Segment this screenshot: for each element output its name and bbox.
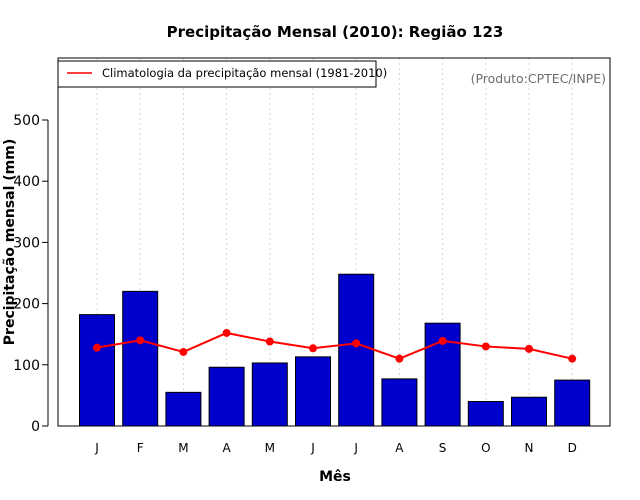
climatology-point-4 — [222, 328, 231, 337]
climatology-point-5 — [265, 337, 274, 346]
x-tick-label: J — [310, 441, 315, 455]
climatology-point-8 — [395, 354, 404, 363]
climatology-point-2 — [136, 336, 145, 345]
bar-4 — [208, 366, 245, 427]
x-tick-label: A — [222, 441, 231, 455]
bar-8 — [381, 378, 418, 427]
y-tick-label: 300 — [13, 235, 40, 251]
x-tick-label: N — [525, 441, 534, 455]
y-tick-label: 100 — [13, 358, 40, 374]
x-tick-label: D — [568, 441, 577, 455]
plot-frame — [57, 57, 611, 427]
y-axis-label: Precipitação mensal (mm) — [2, 139, 18, 345]
y-tick-label: 500 — [13, 113, 40, 129]
y-axis: 0 100 200 300 400 500 — [13, 113, 49, 435]
x-tick-label: M — [178, 441, 188, 455]
x-tick-label: O — [481, 441, 490, 455]
y-tick-label: 0 — [31, 419, 40, 435]
climatology-point-3 — [179, 347, 188, 356]
climatology-point-11 — [525, 344, 533, 353]
x-tick-label: J — [94, 441, 99, 455]
x-tick-label: A — [395, 441, 404, 455]
credit-annotation: (Produto:CPTEC/INPE) — [471, 71, 606, 86]
climatology-point-12 — [568, 354, 577, 363]
climatology-point-9 — [438, 336, 447, 345]
climatology-point-10 — [481, 342, 490, 351]
climatology-point-6 — [309, 344, 317, 353]
legend-box — [57, 60, 377, 88]
chart-title: Precipitação Mensal (2010): Região 123 — [167, 23, 504, 41]
bar-1 — [79, 314, 115, 427]
climatology-point-1 — [93, 343, 101, 352]
x-tick-label: M — [265, 441, 275, 455]
y-tick-label: 400 — [13, 174, 40, 190]
climatology-point-7 — [352, 339, 361, 348]
bar-6 — [295, 356, 331, 427]
x-tick-label: S — [439, 441, 447, 455]
x-tick-label: F — [137, 441, 144, 455]
x-axis-label: Mês — [319, 469, 351, 485]
bar-10 — [467, 401, 504, 427]
y-tick-label: 200 — [13, 297, 40, 313]
bar-2 — [122, 290, 159, 427]
bar-series — [79, 273, 591, 427]
bar-7 — [338, 273, 375, 427]
bar-11 — [511, 396, 547, 427]
bar-3 — [165, 391, 202, 427]
legend: Climatologia da precipitação mensal (198… — [57, 60, 387, 88]
bar-12 — [554, 379, 591, 427]
grid — [96, 58, 573, 426]
climatology-line-series — [93, 328, 577, 363]
climatology-line — [96, 331, 573, 360]
bar-5 — [251, 362, 288, 427]
legend-label-climatology: Climatologia da precipitação mensal (198… — [102, 66, 387, 80]
x-tick-label: J — [353, 441, 358, 455]
